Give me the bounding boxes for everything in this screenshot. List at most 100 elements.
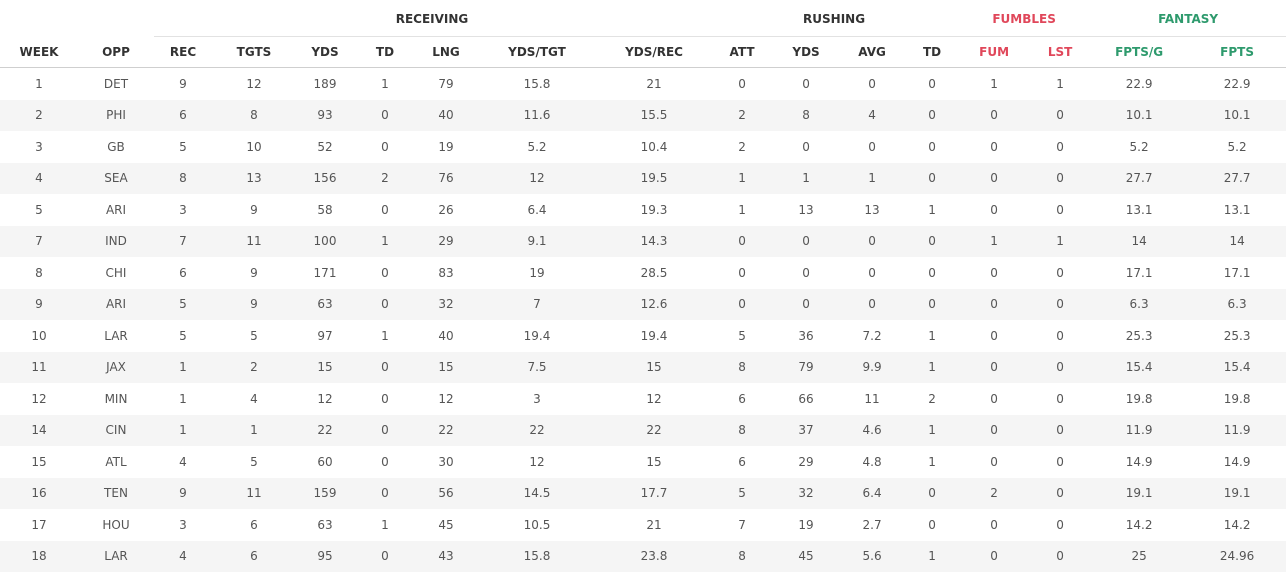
cell-fpts-per-game: 10.1 xyxy=(1090,99,1189,131)
cell-yds-per-rec: 21 xyxy=(646,517,662,532)
column-header-yds-per-tgt[interactable]: YDS/TGT xyxy=(476,36,598,68)
cell-fum: 0 xyxy=(958,162,1031,194)
cell-week: 17 xyxy=(31,517,47,532)
cell-avg: 9.9 xyxy=(838,351,907,383)
cell-fum: 0 xyxy=(958,99,1031,131)
cell-lng: 12 xyxy=(438,391,454,406)
column-header-yds-per-rec[interactable]: YDS/REC xyxy=(598,36,711,68)
column-header-lst[interactable]: LST xyxy=(1030,36,1091,68)
table-row: 7 IND 7 11 100 1 29 9.1 14.3 0 0 0 0 1 1… xyxy=(0,225,1286,257)
cell-lng: 22 xyxy=(416,414,476,446)
cell-att: 1 xyxy=(710,162,775,194)
cell-rush-td: 0 xyxy=(928,265,936,280)
cell-fpts-per-game: 17.1 xyxy=(1125,265,1153,280)
column-header-lng[interactable]: LNG xyxy=(416,36,476,68)
cell-yds-per-tgt: 9.1 xyxy=(476,225,598,257)
cell-fpts-per-game: 11.9 xyxy=(1090,414,1189,446)
cell-yds-per-tgt: 5.2 xyxy=(527,139,547,154)
column-header-fpts[interactable]: FPTS xyxy=(1188,36,1286,68)
table-row: 3 GB 5 10 52 0 19 5.2 10.4 2 0 0 0 0 0 5… xyxy=(0,131,1286,163)
cell-yds-per-rec: 10.4 xyxy=(640,139,668,154)
column-header-fpts-per-game[interactable]: FPTS/G xyxy=(1090,36,1189,68)
cell-fum: 0 xyxy=(990,139,998,154)
cell-tgts: 6 xyxy=(250,517,258,532)
column-header-rec[interactable]: REC xyxy=(154,36,212,68)
cell-rush-td: 0 xyxy=(906,99,959,131)
cell-yds-per-tgt: 22 xyxy=(476,414,598,446)
cell-rec-yds: 95 xyxy=(296,540,354,572)
cell-lst: 1 xyxy=(1056,76,1064,91)
cell-opp: ARI xyxy=(78,288,154,320)
cell-opp: JAX xyxy=(78,351,154,383)
cell-rec-yds: 12 xyxy=(317,391,333,406)
cell-yds-per-rec: 28.5 xyxy=(640,265,668,280)
cell-rec-td: 1 xyxy=(381,517,389,532)
cell-rush-td: 1 xyxy=(906,540,959,572)
column-header-rush-yds[interactable]: YDS xyxy=(774,36,839,68)
cell-lst: 1 xyxy=(1030,225,1091,257)
cell-lng: 40 xyxy=(416,99,476,131)
column-header-avg[interactable]: AVG xyxy=(838,36,907,68)
cell-rec: 9 xyxy=(154,477,212,509)
cell-rec: 1 xyxy=(179,391,187,406)
cell-rec-td: 0 xyxy=(354,414,416,446)
cell-rec: 3 xyxy=(179,517,187,532)
cell-rec-yds: 22 xyxy=(296,414,354,446)
cell-avg: 4 xyxy=(838,99,907,131)
cell-fum: 0 xyxy=(958,540,1031,572)
cell-yds-per-rec: 19.3 xyxy=(640,202,668,217)
cell-att: 6 xyxy=(738,391,746,406)
cell-tgts: 11 xyxy=(212,225,296,257)
cell-avg: 11 xyxy=(864,391,880,406)
table-row: 15 ATL 4 5 60 0 30 12 15 6 29 4.8 1 0 0 … xyxy=(0,446,1286,478)
cell-fpts-per-game: 27.7 xyxy=(1090,162,1189,194)
cell-lng: 26 xyxy=(438,202,454,217)
table-row: 9 ARI 5 9 63 0 32 7 12.6 0 0 0 0 0 0 6.3… xyxy=(0,288,1286,320)
cell-fpts-per-game: 14.2 xyxy=(1125,517,1153,532)
cell-att: 8 xyxy=(710,351,775,383)
cell-lst: 0 xyxy=(1030,477,1091,509)
cell-tgts: 9 xyxy=(212,288,296,320)
cell-rec-yds: 189 xyxy=(313,76,337,91)
cell-rec-td: 1 xyxy=(354,225,416,257)
cell-fpts-per-game: 19.1 xyxy=(1090,477,1189,509)
column-header-rush-td[interactable]: TD xyxy=(906,36,959,68)
cell-lst: 0 xyxy=(1056,391,1064,406)
cell-rec-yds: 63 xyxy=(317,517,333,532)
cell-opp: IND xyxy=(78,225,154,257)
table-row: 5 ARI 3 9 58 0 26 6.4 19.3 1 13 13 1 0 0… xyxy=(0,194,1286,226)
cell-opp: TEN xyxy=(78,477,154,509)
cell-tgts: 2 xyxy=(212,351,296,383)
cell-fpts-per-game: 25 xyxy=(1090,540,1189,572)
cell-fpts: 27.7 xyxy=(1188,162,1286,194)
cell-week: 4 xyxy=(0,162,78,194)
column-header-opp[interactable]: OPP xyxy=(78,36,154,68)
cell-lng: 19 xyxy=(438,139,454,154)
cell-att: 0 xyxy=(710,288,775,320)
cell-week: 7 xyxy=(0,225,78,257)
column-header-week[interactable]: WEEK xyxy=(0,36,78,68)
cell-fpts-per-game: 14.9 xyxy=(1125,454,1153,469)
cell-fpts: 19.1 xyxy=(1188,477,1286,509)
cell-rush-td: 0 xyxy=(906,477,959,509)
cell-lst: 0 xyxy=(1056,328,1064,343)
column-header-rec-yds[interactable]: YDS xyxy=(296,36,354,68)
cell-fpts: 10.1 xyxy=(1188,99,1286,131)
cell-fpts-per-game: 19.8 xyxy=(1125,391,1153,406)
column-header-tgts[interactable]: TGTS xyxy=(212,36,296,68)
cell-yds-per-tgt: 15.8 xyxy=(476,540,598,572)
column-header-rec-td[interactable]: TD xyxy=(354,36,416,68)
cell-fpts: 19.8 xyxy=(1223,391,1251,406)
cell-avg: 4.6 xyxy=(838,414,907,446)
cell-yds-per-tgt: 11.6 xyxy=(476,99,598,131)
column-header-fum[interactable]: FUM xyxy=(958,36,1031,68)
cell-fpts: 6.3 xyxy=(1188,288,1286,320)
cell-rec: 9 xyxy=(179,76,187,91)
column-header-att[interactable]: ATT xyxy=(710,36,775,68)
group-header-rushing: RUSHING xyxy=(710,0,959,37)
table-row: 16 TEN 9 11 159 0 56 14.5 17.7 5 32 6.4 … xyxy=(0,477,1286,509)
cell-avg: 13 xyxy=(864,202,880,217)
cell-week: 11 xyxy=(0,351,78,383)
cell-rec-yds: 159 xyxy=(296,477,354,509)
